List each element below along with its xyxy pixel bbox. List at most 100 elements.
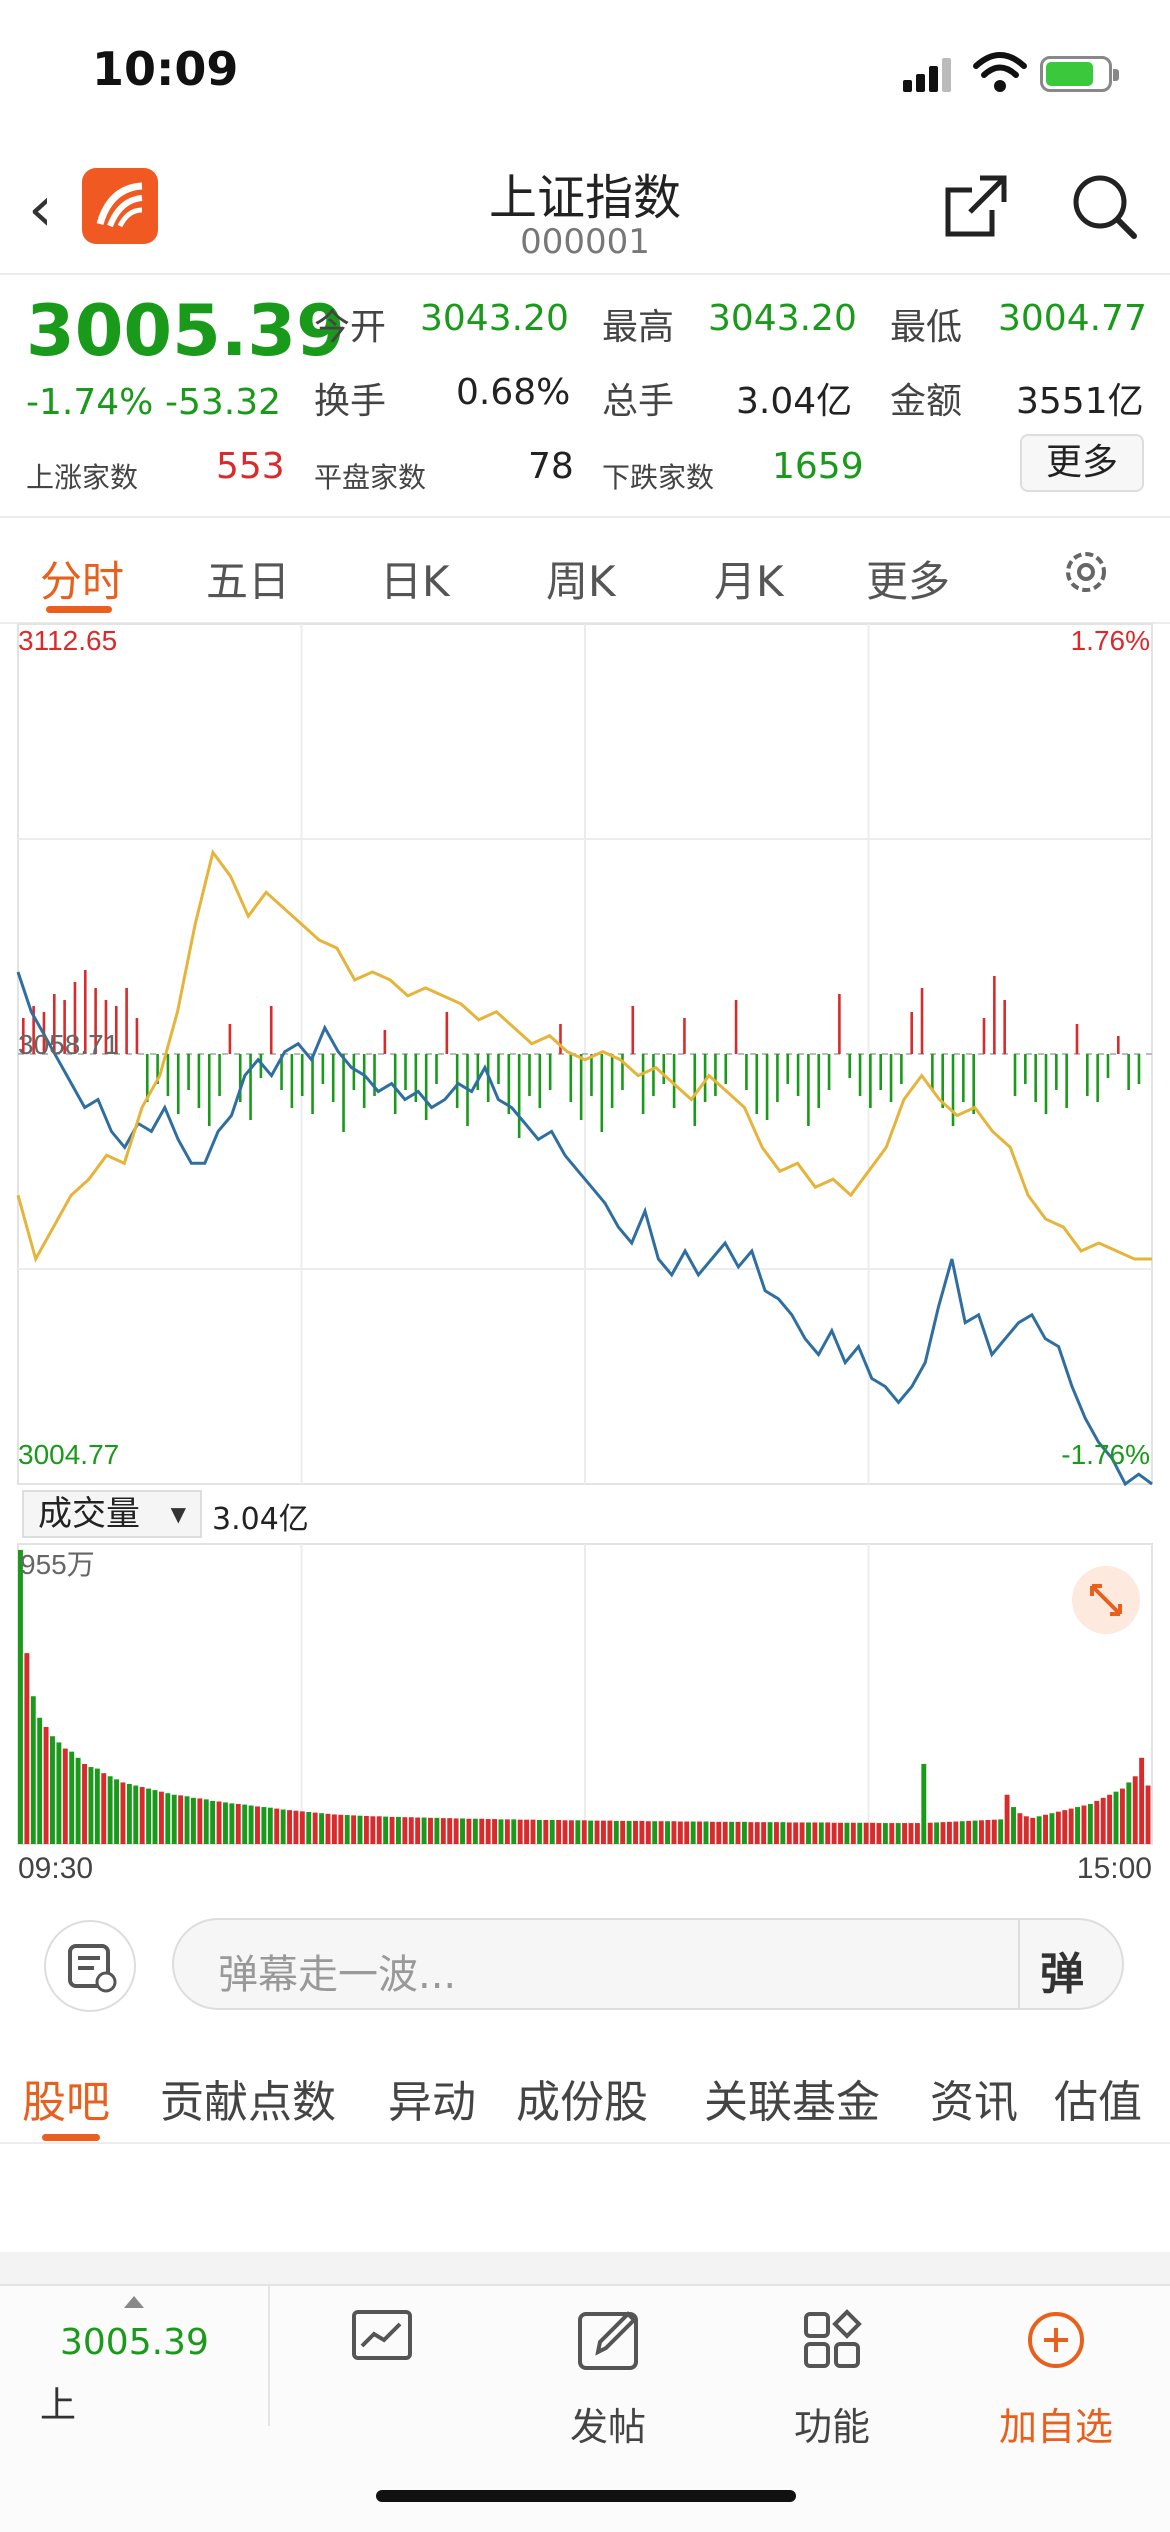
volume-bar	[1036, 1816, 1042, 1844]
volume-bar	[882, 1823, 888, 1844]
volume-bar	[697, 1821, 703, 1844]
breadth-value-flat: 78	[528, 446, 574, 487]
volume-bar	[331, 1814, 337, 1844]
tab-related-funds[interactable]: 关联基金	[704, 2077, 880, 2128]
expand-arrows	[1090, 1584, 1122, 1616]
indicator-bar	[476, 1054, 480, 1090]
edit-icon	[578, 2311, 638, 2370]
indicator-bar	[414, 1054, 418, 1102]
trend-chart-button[interactable]	[312, 2300, 452, 2384]
volume-bar	[139, 1787, 145, 1844]
indicator-bar	[982, 1018, 986, 1054]
tab-intraday[interactable]: 分时	[40, 557, 125, 606]
indicator-bar	[724, 1054, 728, 1084]
tab-news[interactable]: 资讯	[930, 2077, 1018, 2128]
indicator-bar	[445, 1012, 449, 1054]
volume-bar	[530, 1819, 536, 1844]
indicator-bar	[579, 1054, 583, 1120]
chevron-left-icon[interactable]: ‹	[28, 172, 53, 245]
gear-icon[interactable]	[1060, 546, 1112, 598]
indicator-bar	[1137, 1054, 1141, 1084]
search-icon[interactable]	[1068, 170, 1140, 242]
bottom-price[interactable]: 3005.39	[60, 2322, 209, 2363]
volume-bar	[658, 1821, 664, 1844]
volume-bar	[767, 1822, 773, 1844]
indicator-bar	[1013, 1054, 1017, 1096]
volume-bar	[850, 1822, 856, 1844]
indicator-bar	[176, 1054, 180, 1114]
indicator-bar	[1065, 1054, 1068, 1108]
price-line	[16, 971, 1153, 1487]
tab-daily-k[interactable]: 日K	[380, 557, 450, 606]
danmu-settings-icon[interactable]	[44, 1920, 136, 2012]
stat-label-open: 今开	[314, 307, 387, 348]
volume-bar	[492, 1819, 498, 1844]
stat-value-amount: 3551亿	[1016, 381, 1144, 422]
volume-bar	[914, 1823, 920, 1844]
indicator-bar	[393, 1054, 397, 1114]
post-button[interactable]: 发帖	[538, 2300, 678, 2449]
tab-contribution[interactable]: 贡献点数	[160, 2077, 336, 2128]
volume-bar	[889, 1823, 895, 1844]
volume-bar	[1119, 1788, 1125, 1844]
tab-monthly-k[interactable]: 月K	[714, 557, 784, 606]
volume-bar	[504, 1819, 510, 1844]
volume-bar	[114, 1779, 120, 1844]
volume-bar	[94, 1768, 100, 1844]
volume-bar	[831, 1822, 837, 1844]
volume-bar	[601, 1820, 606, 1844]
functions-button[interactable]: 功能	[762, 2300, 902, 2449]
volume-bar	[1017, 1813, 1023, 1844]
apps-icon	[804, 2309, 862, 2368]
volume-bar	[1145, 1785, 1151, 1844]
indicator-bar	[156, 1054, 159, 1084]
volume-bar	[1113, 1791, 1119, 1844]
volume-bar	[293, 1810, 299, 1844]
volume-bar	[30, 1696, 36, 1844]
volume-bar	[549, 1819, 555, 1844]
volume-bar	[870, 1822, 876, 1844]
tab-valuation[interactable]: 估值	[1054, 2077, 1142, 2128]
indicator-bar	[672, 1054, 676, 1108]
indicator-bar	[269, 1006, 273, 1054]
tab-forum[interactable]: 股吧	[22, 2077, 110, 2128]
indicator-bar	[786, 1054, 790, 1084]
indicator-bar	[920, 988, 924, 1054]
volume-bar	[248, 1805, 254, 1844]
add-watchlist-button[interactable]: 加自选	[986, 2300, 1126, 2449]
volume-bar	[1068, 1808, 1074, 1844]
intraday-chart[interactable]: 3112.65 1.76% 3058.71 3004.77 -1.76% 955…	[0, 622, 1170, 1902]
change-percent: -1.74%	[26, 382, 154, 423]
header: ‹ 上证指数 000001	[0, 150, 1170, 275]
indicator-bar	[993, 976, 996, 1054]
indicator-bar	[362, 1054, 366, 1108]
tab-movement[interactable]: 异动	[388, 2077, 476, 2128]
more-button[interactable]: 更多	[1020, 434, 1144, 492]
tab-weekly-k[interactable]: 周K	[546, 557, 616, 606]
volume-selector[interactable]: 成交量 ▼	[22, 1490, 202, 1538]
tab-constituents[interactable]: 成份股	[516, 2077, 648, 2128]
tab-more[interactable]: 更多	[866, 557, 951, 606]
volume-bar	[434, 1817, 440, 1844]
volume-bar	[665, 1821, 670, 1844]
caret-up-icon[interactable]	[124, 2296, 144, 2308]
indicator-bar	[734, 1000, 738, 1054]
volume-bar	[107, 1776, 113, 1844]
tab-five-day[interactable]: 五日	[206, 557, 291, 606]
indicator-bar	[114, 1006, 118, 1054]
volume-bar	[184, 1796, 190, 1844]
share-icon[interactable]	[940, 170, 1012, 242]
danmu-toggle-button[interactable]: 弹	[1040, 1949, 1084, 2000]
indicator-bar	[1024, 1054, 1027, 1084]
indicator-bar	[610, 1054, 614, 1108]
indicator-bar	[238, 1054, 242, 1102]
indicator-bar	[1106, 1054, 1110, 1078]
volume-bar	[1132, 1776, 1138, 1844]
add-circle-icon	[1028, 2312, 1084, 2368]
indicator-bar	[331, 1054, 335, 1102]
comment-input[interactable]: 弹幕走一波... 弹	[172, 1918, 1124, 2010]
caret-down-icon: ▼	[170, 1502, 186, 1526]
indicator-bar	[187, 1054, 190, 1090]
volume-bar	[428, 1817, 433, 1844]
tab-underline	[42, 2134, 100, 2141]
